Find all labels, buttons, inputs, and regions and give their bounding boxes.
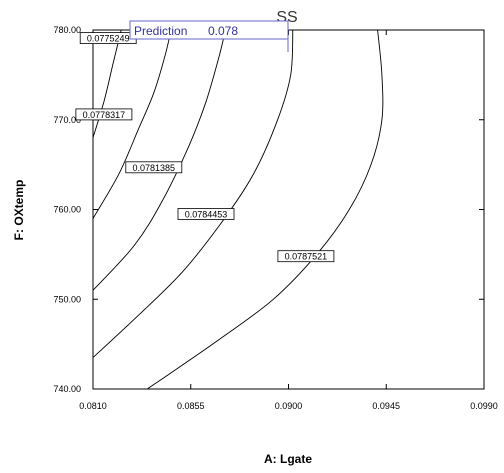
contour-label-text: 0.0775249 [87, 34, 130, 44]
prediction-value: 0.078 [208, 24, 238, 38]
y-tick-label: 750.00 [53, 294, 81, 304]
contour-label-text: 0.0781385 [133, 163, 176, 173]
contour-label: 0.0781385 [125, 161, 183, 174]
x-axis-label: A: Lgate [264, 452, 312, 466]
x-axis-tick-labels: 0.0810 0.0855 0.0900 0.0945 0.0990 [79, 401, 498, 411]
contour-line [92, 29, 226, 291]
x-tick-label: 0.0855 [177, 401, 205, 411]
prediction-label: Prediction [134, 24, 187, 38]
contour-lines [92, 29, 384, 390]
contour-line [92, 29, 294, 358]
contour-line [147, 29, 384, 390]
contour-label-text: 0.0778317 [83, 110, 126, 120]
prediction-box: Prediction 0.078 [129, 20, 289, 52]
contour-label: 0.0775249 [79, 32, 137, 44]
contour-line [92, 29, 172, 219]
x-tick-label: 0.0900 [275, 401, 303, 411]
contour-line [92, 29, 122, 138]
x-tick-label: 0.0990 [470, 401, 498, 411]
y-tick-label: 740.00 [53, 384, 81, 394]
y-tick-label: 770.00 [53, 115, 81, 125]
contour-label: 0.0787521 [277, 250, 335, 263]
x-tick-label: 0.0810 [79, 401, 107, 411]
contour-label-text: 0.0784453 [185, 210, 228, 220]
y-axis-label: F: OXtemp [12, 180, 26, 241]
y-axis-tick-labels: 740.00 750.00 760.00 770.00 780.00 [53, 25, 81, 394]
contour-value-labels: 0.0775249 0.0778317 0.0781385 0.0784453 … [75, 32, 335, 263]
contour-label-text: 0.0787521 [285, 252, 328, 262]
contour-label: 0.0778317 [75, 108, 133, 121]
x-tick-label: 0.0945 [372, 401, 400, 411]
y-tick-label: 780.00 [53, 25, 81, 35]
y-tick-label: 760.00 [53, 205, 81, 215]
contour-label: 0.0784453 [177, 208, 235, 220]
